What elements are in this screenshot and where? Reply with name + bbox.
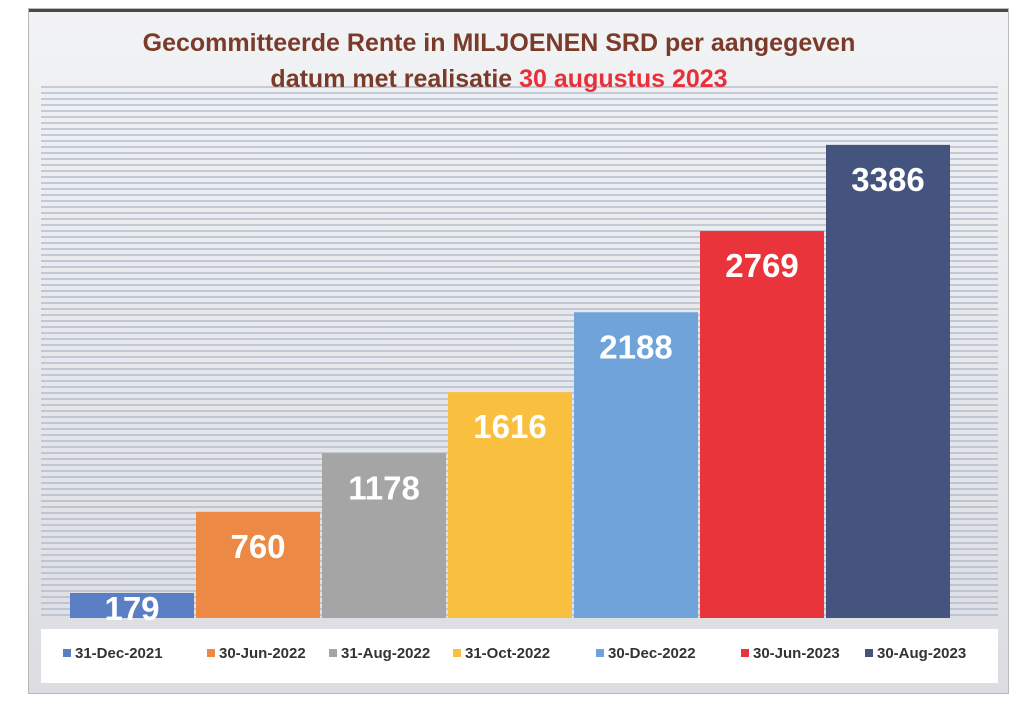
legend-swatch: [865, 649, 873, 657]
legend-swatch: [63, 649, 71, 657]
bar-31-oct-2022: [448, 392, 572, 618]
data-label-30-dec-2022: 2188: [599, 328, 672, 365]
chart-title-line-1: Gecommitteerde Rente in MILJOENEN SRD pe…: [143, 29, 856, 57]
legend-box: [41, 629, 998, 683]
bar-31-dec-2021: [70, 592, 194, 618]
bar-30-jun-2023: [700, 231, 824, 619]
bar-30-jun-2022: [196, 511, 320, 618]
legend-swatch: [207, 649, 215, 657]
data-label-31-aug-2022: 1178: [348, 469, 420, 506]
bar-30-aug-2023: [826, 144, 950, 618]
legend-entry-label: 30-Dec-2022: [608, 645, 696, 662]
data-label-30-aug-2023: 3386: [851, 161, 924, 198]
bar-chart: Gecommitteerde Rente in MILJOENEN SRD pe…: [41, 29, 998, 683]
data-label-30-jun-2022: 760: [230, 528, 285, 565]
legend: 31-Dec-2021 30-Jun-2022 31-Aug-2022 31-Oct-…: [63, 645, 966, 662]
chart-title-date-highlight: 30 augustus 2023: [519, 65, 727, 93]
chart-title-line-2: datum met realisatie 30 augustus 2023: [270, 65, 727, 93]
legend-swatch: [329, 649, 337, 657]
bar-30-dec-2022: [574, 312, 698, 618]
legend-entry-label: 31-Aug-2022: [341, 645, 430, 662]
legend-entry-label: 30-Aug-2023: [877, 645, 966, 662]
chart-frame: Gecommitteerde Rente in MILJOENEN SRD pe…: [28, 8, 1009, 694]
bar-31-aug-2022: [322, 453, 446, 618]
bars-group: [70, 144, 950, 619]
legend-entry-label: 30-Jun-2023: [753, 645, 840, 662]
data-label-30-jun-2023: 2769: [725, 247, 798, 284]
legend-swatch: [453, 649, 461, 657]
legend-swatch: [596, 649, 604, 657]
data-labels-group: 179 760 1178 1616 2188 2769 3386: [104, 161, 924, 627]
legend-swatch: [741, 649, 749, 657]
data-label-31-dec-2021: 179: [104, 590, 159, 627]
legend-entry-label: 30-Jun-2022: [219, 645, 306, 662]
chart-title-line-2-text: datum met realisatie: [270, 65, 519, 93]
legend-entry-label: 31-Dec-2021: [75, 645, 163, 662]
data-label-31-oct-2022: 1616: [473, 408, 546, 445]
legend-entry-label: 31-Oct-2022: [465, 645, 550, 662]
